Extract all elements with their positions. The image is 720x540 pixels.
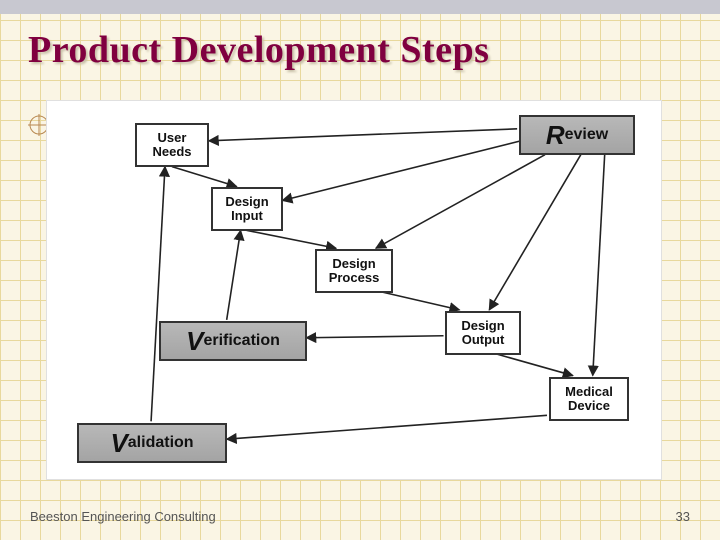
flowchart-diagram: User Needs Review Design Input Design Proce… (46, 100, 662, 480)
edge-user-needs-to-design-input (172, 167, 237, 187)
footer-page-number: 33 (676, 509, 690, 524)
node-validation: Validation (77, 423, 227, 463)
node-review-big-letter: R (546, 121, 565, 150)
node-design-output: Design Output (445, 311, 521, 355)
edge-medical-device-to-validation (227, 415, 547, 439)
edge-design-input-to-design-process (247, 230, 337, 248)
node-review-label: eview (565, 126, 609, 144)
node-user-needs: User Needs (135, 123, 209, 167)
node-design-process: Design Process (315, 249, 393, 293)
top-band (0, 0, 720, 14)
footer-left: Beeston Engineering Consulting (30, 509, 216, 524)
edge-design-output-to-verification (306, 336, 443, 338)
node-medical-device: Medical Device (549, 377, 629, 421)
edge-review-to-design-output (489, 155, 581, 310)
edge-review-to-user-needs (209, 129, 517, 141)
node-verification-label: erification (203, 332, 279, 350)
edge-design-process-to-design-output (382, 292, 460, 310)
edge-review-to-design-input (282, 141, 521, 201)
node-design-input: Design Input (211, 187, 283, 231)
node-validation-big-letter: V (110, 429, 127, 458)
edge-review-to-medical-device (593, 155, 605, 376)
edge-review-to-design-process (376, 155, 545, 249)
node-verification: Verification (159, 321, 307, 361)
edge-design-output-to-medical-device (495, 354, 573, 376)
edge-verification-to-design-input (227, 230, 241, 320)
node-review: Review (519, 115, 635, 155)
page-title: Product Development Steps (28, 28, 489, 72)
node-verification-big-letter: V (186, 327, 203, 356)
edge-validation-to-user-needs (151, 167, 165, 422)
node-validation-label: alidation (128, 434, 194, 452)
